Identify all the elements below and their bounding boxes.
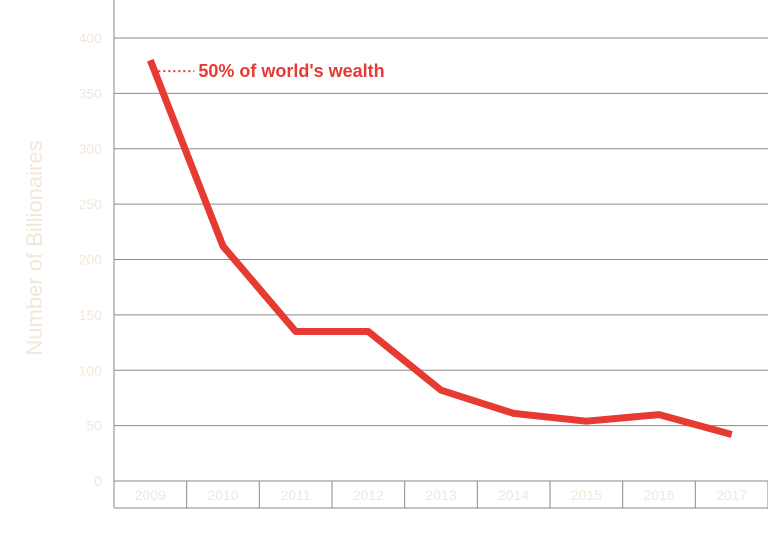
- x-tick-label-2016: 2016: [643, 487, 674, 503]
- annotation: 50% of world's wealth: [158, 61, 385, 81]
- y-tick-labels: 0 50 100 150 200 250 300 350 400: [79, 30, 103, 489]
- x-tick-label-2017: 2017: [716, 487, 747, 503]
- y-tick-label-350: 350: [79, 85, 103, 101]
- x-tick-label-2011: 2011: [281, 487, 311, 503]
- y-tick-label-150: 150: [79, 307, 103, 323]
- gridlines: [114, 37, 768, 482]
- x-tick-label-2012: 2012: [353, 487, 384, 503]
- x-tick-label-2010: 2010: [207, 487, 238, 503]
- x-tick-label-2015: 2015: [571, 487, 602, 503]
- y-tick-label-0: 0: [94, 473, 102, 489]
- y-tick-label-400: 400: [79, 30, 103, 46]
- x-tick-label-2014: 2014: [498, 487, 529, 503]
- x-tick-label-2013: 2013: [425, 487, 456, 503]
- x-tick-labels: 2009 2010 2011 2012 2013 2014 2015 2016 2017: [135, 487, 748, 503]
- y-tick-label-50: 50: [86, 418, 102, 434]
- y-tick-label-100: 100: [79, 362, 103, 378]
- y-axis-label: Number of Billionaires: [22, 140, 47, 355]
- y-tick-label-250: 250: [79, 196, 103, 212]
- y-tick-label-300: 300: [79, 141, 103, 157]
- y-tick-label-200: 200: [79, 252, 103, 268]
- annotation-label: 50% of world's wealth: [198, 61, 384, 81]
- axes: [113, 0, 768, 509]
- series-line-0: [147, 58, 733, 438]
- series: [147, 58, 733, 438]
- x-tick-label-2009: 2009: [135, 487, 166, 503]
